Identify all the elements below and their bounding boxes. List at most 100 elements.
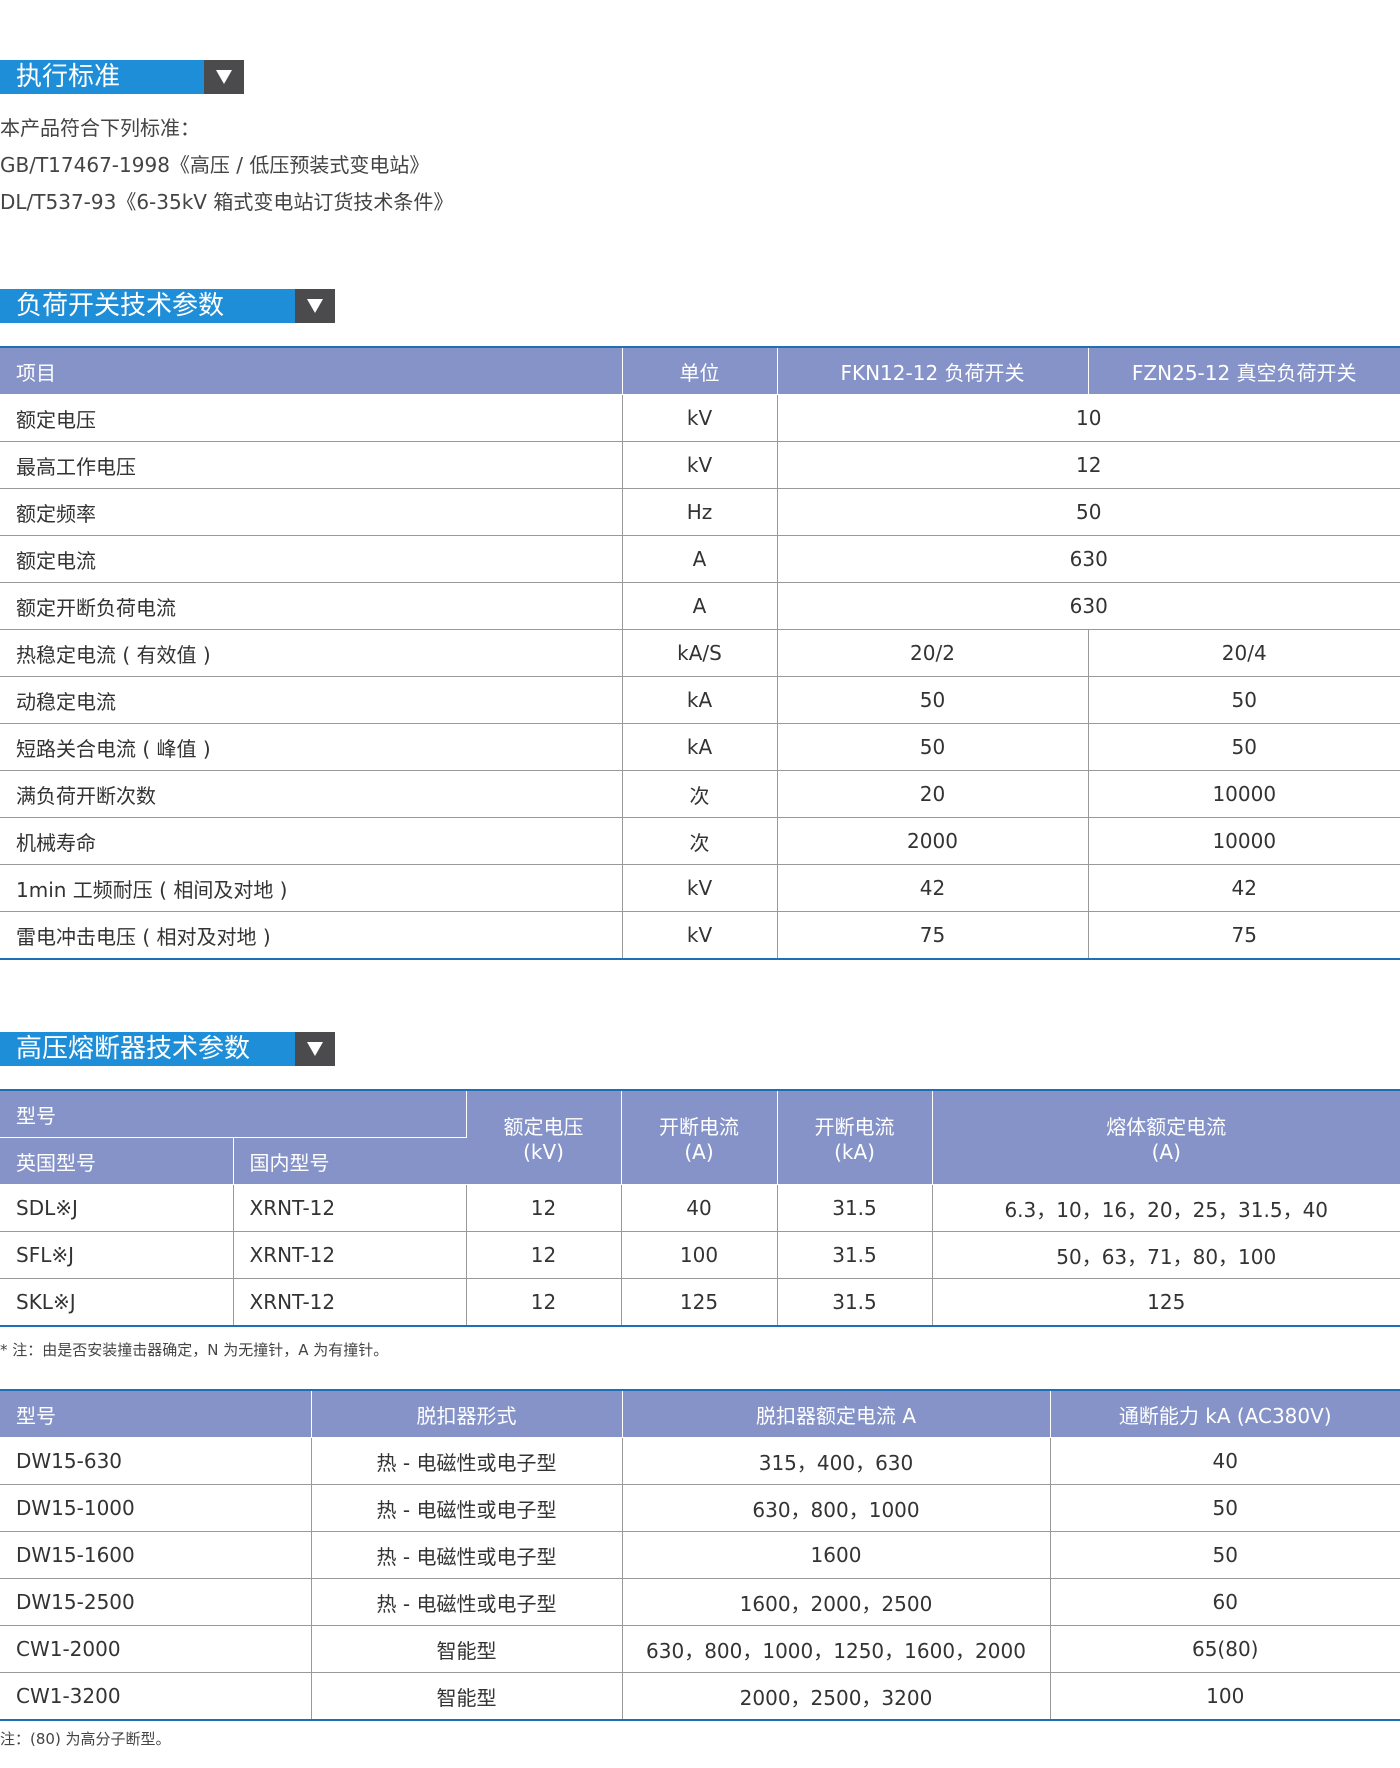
table-row: 满负荷开断次数次 20 10000 (0, 770, 1400, 818)
collapse-arrow-icon[interactable] (295, 289, 335, 323)
switch-section-header: 负荷开关技术参数 (0, 289, 335, 323)
fzn-cell: 20/4 (1088, 629, 1400, 677)
table-row: SFL※J XRNT-12 12 100 31.5 50，63，71，80，100 (0, 1231, 1400, 1279)
trip-current-cell: 630，800，1000 (622, 1484, 1051, 1532)
fuse-spec-table: 型号 额定电压 (kV) 开断电流 (A) 开断电流 (kA) 熔体额定电流 (A) 英… (0, 1089, 1400, 1327)
cn-model-cell: XRNT-12 (233, 1278, 467, 1327)
col-header-capacity: 通断能力 kA (AC380V) (1050, 1389, 1400, 1438)
standards-line: DL/T537-93《6-35kV 箱式变电站订货技术条件》 (0, 190, 454, 214)
standards-title: 执行标准 (0, 60, 204, 94)
item-cell: 动稳定电流 (0, 676, 623, 724)
capacity-cell: 50 (1050, 1531, 1400, 1579)
model-cell: CW1-2000 (0, 1625, 312, 1673)
fuse-note: * 注：由是否安装撞击器确定，N 为无撞针，A 为有撞针。 (0, 1341, 389, 1359)
item-cell: 1min 工频耐压 ( 相间及对地 ) (0, 864, 623, 912)
unit-cell: 次 (622, 770, 778, 818)
trip-type-cell: 智能型 (311, 1672, 623, 1721)
table-row: DW15-630 热 - 电磁性或电子型 315，400，630 40 (0, 1437, 1400, 1485)
cn-model-cell: XRNT-12 (233, 1231, 467, 1279)
fzn-cell: 50 (1088, 723, 1400, 771)
unit-cell: A (622, 582, 778, 630)
fuse-current-cell: 6.3，10，16，20，25，31.5，40 (932, 1184, 1400, 1232)
item-cell: 额定频率 (0, 488, 623, 536)
unit-cell: kV (622, 864, 778, 912)
model-cell: DW15-1000 (0, 1484, 312, 1532)
col-header-break-a: 开断电流 (A) (621, 1089, 778, 1185)
table-row: 额定电压 kV 10 (0, 394, 1400, 442)
standards-line: GB/T17467-1998《高压 / 低压预装式变电站》 (0, 153, 430, 177)
collapse-arrow-icon[interactable] (295, 1032, 335, 1066)
switch-title: 负荷开关技术参数 (0, 289, 295, 323)
capacity-cell: 40 (1050, 1437, 1400, 1485)
col-header-fkn: FKN12-12 负荷开关 (777, 346, 1089, 395)
value-cell: 630 (777, 535, 1400, 583)
table-row: CW1-3200 智能型 2000，2500，3200 100 (0, 1672, 1400, 1721)
switch-spec-table: 项目 单位 FKN12-12 负荷开关 FZN25-12 真空负荷开关 额定电压… (0, 346, 1400, 960)
col-header-fzn: FZN25-12 真空负荷开关 (1088, 346, 1400, 395)
table-row: 热稳定电流 ( 有效值 ) kA/S 20/2 20/4 (0, 629, 1400, 677)
table-row: 动稳定电流 kA 50 50 (0, 676, 1400, 724)
value-cell: 12 (777, 441, 1400, 489)
trip-current-cell: 1600 (622, 1531, 1051, 1579)
trip-type-cell: 热 - 电磁性或电子型 (311, 1484, 623, 1532)
col-header-cn-model: 国内型号 (233, 1137, 466, 1185)
col-header-item: 项目 (0, 346, 623, 395)
fuse-current-cell: 50，63，71，80，100 (932, 1231, 1400, 1279)
model-cell: DW15-630 (0, 1437, 312, 1485)
trip-type-cell: 热 - 电磁性或电子型 (311, 1578, 623, 1626)
trip-current-cell: 2000，2500，3200 (622, 1672, 1051, 1721)
table-row: CW1-2000 智能型 630，800，1000，1250，1600，2000 65… (0, 1625, 1400, 1673)
fkn-cell: 75 (777, 911, 1089, 960)
col-header-fuse-current: 熔体额定电流 (A) (932, 1089, 1400, 1185)
fkn-cell: 20 (777, 770, 1089, 818)
breaker-spec-table: 型号 脱扣器形式 脱扣器额定电流 A 通断能力 kA (AC380V) DW15… (0, 1389, 1400, 1721)
break-ka-cell: 31.5 (777, 1278, 933, 1327)
uk-model-cell: SFL※J (0, 1231, 234, 1279)
unit-cell: kA (622, 723, 778, 771)
table-header-row: 型号 额定电压 (kV) 开断电流 (A) 开断电流 (kA) 熔体额定电流 (A) (0, 1089, 1400, 1185)
capacity-cell: 60 (1050, 1578, 1400, 1626)
unit-cell: kA (622, 676, 778, 724)
fzn-cell: 10000 (1088, 817, 1400, 865)
unit-cell: kA/S (622, 629, 778, 677)
break-ka-cell: 31.5 (777, 1231, 933, 1279)
collapse-arrow-icon[interactable] (204, 60, 244, 94)
table-row: 最高工作电压 kV 12 (0, 441, 1400, 489)
item-cell: 额定电压 (0, 394, 623, 442)
uk-model-cell: SDL※J (0, 1184, 234, 1232)
fkn-cell: 2000 (777, 817, 1089, 865)
table-row: 短路关合电流 ( 峰值 ) kA 50 50 (0, 723, 1400, 771)
unit-cell: Hz (622, 488, 778, 536)
unit-cell: kV (622, 441, 778, 489)
breaker-note: 注：(80) 为高分子断型。 (0, 1730, 171, 1748)
item-cell: 雷电冲击电压 ( 相对及对地 ) (0, 911, 623, 960)
col-header-model: 型号 (0, 1389, 312, 1438)
col-header-model: 型号 (0, 1089, 467, 1138)
voltage-cell: 12 (466, 1231, 622, 1279)
col-header-voltage: 额定电压 (kV) (466, 1089, 622, 1185)
col-header-trip-type: 脱扣器形式 (311, 1389, 623, 1438)
standards-line: 本产品符合下列标准： (0, 116, 200, 140)
capacity-cell: 65(80) (1050, 1625, 1400, 1673)
item-cell: 额定开断负荷电流 (0, 582, 623, 630)
table-row: DW15-1000 热 - 电磁性或电子型 630，800，1000 50 (0, 1484, 1400, 1532)
fuse-current-cell: 125 (932, 1278, 1400, 1327)
col-header-uk-model: 英国型号 (0, 1137, 234, 1185)
unit-cell: kV (622, 394, 778, 442)
capacity-cell: 100 (1050, 1672, 1400, 1721)
value-cell: 630 (777, 582, 1400, 630)
unit-cell: 次 (622, 817, 778, 865)
fzn-cell: 75 (1088, 911, 1400, 960)
col-header-trip-current: 脱扣器额定电流 A (622, 1389, 1051, 1438)
trip-type-cell: 热 - 电磁性或电子型 (311, 1531, 623, 1579)
fuse-section-header: 高压熔断器技术参数 (0, 1032, 335, 1066)
table-row: 额定开断负荷电流 A 630 (0, 582, 1400, 630)
table-row: 额定电流 A 630 (0, 535, 1400, 583)
break-a-cell: 40 (621, 1184, 778, 1232)
value-cell: 50 (777, 488, 1400, 536)
break-a-cell: 125 (621, 1278, 778, 1327)
item-cell: 短路关合电流 ( 峰值 ) (0, 723, 623, 771)
table-row: 机械寿命次 2000 10000 (0, 817, 1400, 865)
fzn-cell: 10000 (1088, 770, 1400, 818)
fkn-cell: 50 (777, 723, 1089, 771)
